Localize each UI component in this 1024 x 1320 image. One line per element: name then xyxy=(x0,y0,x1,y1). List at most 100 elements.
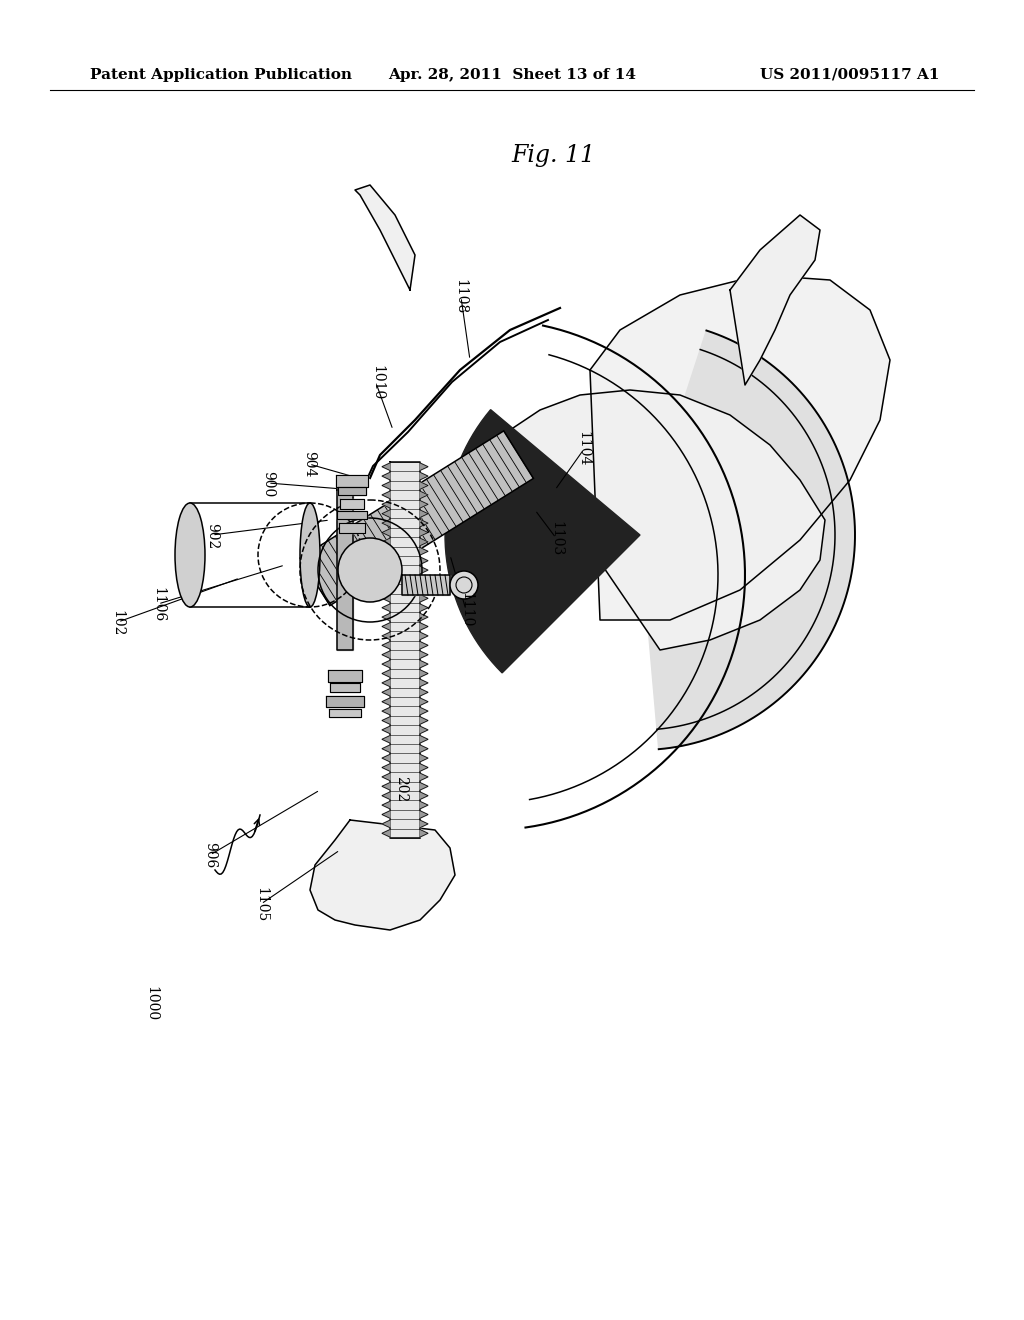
Polygon shape xyxy=(337,490,353,649)
Text: Patent Application Publication: Patent Application Publication xyxy=(90,69,352,82)
Polygon shape xyxy=(382,473,390,480)
Polygon shape xyxy=(382,792,390,800)
Text: 102: 102 xyxy=(111,610,125,636)
Polygon shape xyxy=(420,669,428,677)
Polygon shape xyxy=(730,215,820,385)
Polygon shape xyxy=(339,523,365,533)
Text: 904: 904 xyxy=(302,451,316,478)
Polygon shape xyxy=(382,510,390,517)
Polygon shape xyxy=(402,576,450,595)
Polygon shape xyxy=(420,829,428,837)
Polygon shape xyxy=(420,529,428,536)
Polygon shape xyxy=(420,744,428,752)
Polygon shape xyxy=(420,764,428,771)
Polygon shape xyxy=(382,774,390,780)
Ellipse shape xyxy=(300,503,319,607)
Polygon shape xyxy=(382,783,390,791)
Ellipse shape xyxy=(175,503,205,607)
Polygon shape xyxy=(382,810,390,818)
Polygon shape xyxy=(420,698,428,705)
Polygon shape xyxy=(382,735,390,743)
Polygon shape xyxy=(420,473,428,480)
Polygon shape xyxy=(382,482,390,490)
Polygon shape xyxy=(420,623,428,630)
Polygon shape xyxy=(300,430,534,606)
Polygon shape xyxy=(326,696,364,708)
Text: Apr. 28, 2011  Sheet 13 of 14: Apr. 28, 2011 Sheet 13 of 14 xyxy=(388,69,636,82)
Polygon shape xyxy=(382,557,390,565)
Polygon shape xyxy=(590,275,890,620)
Polygon shape xyxy=(382,632,390,640)
Polygon shape xyxy=(382,594,390,602)
Polygon shape xyxy=(329,709,361,717)
Text: 202: 202 xyxy=(394,776,409,803)
Polygon shape xyxy=(420,585,428,593)
Polygon shape xyxy=(382,754,390,762)
Text: 1106: 1106 xyxy=(152,587,166,622)
Text: 906: 906 xyxy=(203,842,217,869)
Polygon shape xyxy=(328,671,362,682)
Polygon shape xyxy=(420,566,428,574)
Polygon shape xyxy=(382,726,390,734)
Polygon shape xyxy=(420,500,428,508)
Polygon shape xyxy=(640,330,855,750)
Text: 1110: 1110 xyxy=(459,593,473,627)
Polygon shape xyxy=(420,783,428,791)
Polygon shape xyxy=(382,463,390,470)
Polygon shape xyxy=(338,487,366,495)
Polygon shape xyxy=(420,539,428,545)
Polygon shape xyxy=(382,500,390,508)
Polygon shape xyxy=(420,642,428,649)
Polygon shape xyxy=(340,499,364,510)
Polygon shape xyxy=(382,820,390,828)
Polygon shape xyxy=(420,651,428,659)
Polygon shape xyxy=(355,185,415,290)
Polygon shape xyxy=(336,475,368,487)
Polygon shape xyxy=(382,829,390,837)
Polygon shape xyxy=(420,614,428,620)
Polygon shape xyxy=(420,660,428,668)
Polygon shape xyxy=(420,754,428,762)
Polygon shape xyxy=(382,623,390,630)
Polygon shape xyxy=(330,682,360,692)
Text: 902: 902 xyxy=(205,523,219,549)
Polygon shape xyxy=(420,726,428,734)
Polygon shape xyxy=(382,491,390,499)
Polygon shape xyxy=(420,557,428,565)
Polygon shape xyxy=(420,482,428,490)
Polygon shape xyxy=(420,632,428,640)
Polygon shape xyxy=(382,566,390,574)
Polygon shape xyxy=(420,774,428,780)
Polygon shape xyxy=(420,708,428,715)
Polygon shape xyxy=(420,576,428,583)
Polygon shape xyxy=(337,511,367,519)
Polygon shape xyxy=(382,576,390,583)
Polygon shape xyxy=(382,642,390,649)
Polygon shape xyxy=(420,689,428,696)
Polygon shape xyxy=(420,605,428,611)
Polygon shape xyxy=(420,801,428,809)
Polygon shape xyxy=(420,491,428,499)
Polygon shape xyxy=(445,409,640,673)
Text: 1108: 1108 xyxy=(454,280,468,314)
Polygon shape xyxy=(382,605,390,611)
Polygon shape xyxy=(382,801,390,809)
Polygon shape xyxy=(382,614,390,620)
Polygon shape xyxy=(420,548,428,556)
Polygon shape xyxy=(310,820,455,931)
Text: Fig. 11: Fig. 11 xyxy=(511,144,595,168)
Polygon shape xyxy=(382,717,390,725)
Polygon shape xyxy=(390,462,420,838)
Polygon shape xyxy=(420,463,428,470)
Polygon shape xyxy=(420,810,428,818)
Text: 1010: 1010 xyxy=(370,366,384,400)
Polygon shape xyxy=(420,717,428,725)
Text: 1104: 1104 xyxy=(577,432,591,466)
Polygon shape xyxy=(420,680,428,686)
Polygon shape xyxy=(382,764,390,771)
Text: 1105: 1105 xyxy=(254,887,268,921)
Circle shape xyxy=(450,572,478,599)
Polygon shape xyxy=(382,585,390,593)
Polygon shape xyxy=(382,651,390,659)
Polygon shape xyxy=(382,708,390,715)
